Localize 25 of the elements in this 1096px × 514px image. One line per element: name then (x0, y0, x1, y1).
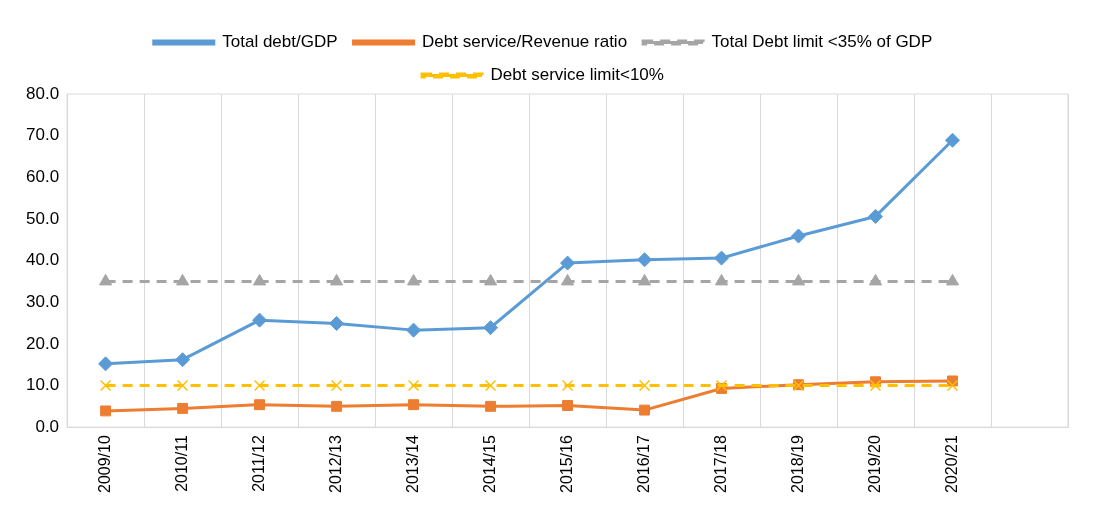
y-tick-label: 80.0 (25, 83, 60, 103)
x-tick-label: 2011/12 (249, 435, 267, 492)
x-tick-label: 2013/14 (403, 435, 421, 494)
y-tick-label: 70.0 (25, 125, 60, 145)
y-tick-label: 0.0 (35, 416, 60, 436)
legend-label: Total debt/GDP (222, 32, 338, 52)
legend-label: Total Debt limit <35% of GDP (711, 32, 933, 52)
legend-label: Debt service limit<10% (490, 65, 664, 85)
x-tick-label: 2010/11 (172, 435, 190, 492)
x-tick-label: 2009/10 (95, 435, 113, 494)
legend-label: Debt service/Revenue ratio (422, 32, 628, 52)
x-tick-label: 2012/13 (326, 435, 344, 494)
x-tick-label: 2018/19 (788, 435, 806, 494)
y-tick-label: 50.0 (25, 208, 60, 228)
x-tick-label: 2020/21 (942, 435, 960, 494)
x-tick-label: 2019/20 (865, 435, 883, 494)
y-tick-label: 20.0 (25, 333, 60, 353)
y-tick-label: 40.0 (25, 250, 60, 270)
y-tick-label: 60.0 (25, 166, 60, 186)
x-tick-label: 2015/16 (557, 435, 575, 494)
x-tick-label: 2014/15 (480, 435, 498, 494)
y-tick-label: 30.0 (25, 291, 60, 311)
x-tick-label: 2017/18 (711, 435, 729, 494)
x-tick-label: 2016/17 (634, 435, 652, 494)
y-tick-label: 10.0 (25, 375, 60, 395)
